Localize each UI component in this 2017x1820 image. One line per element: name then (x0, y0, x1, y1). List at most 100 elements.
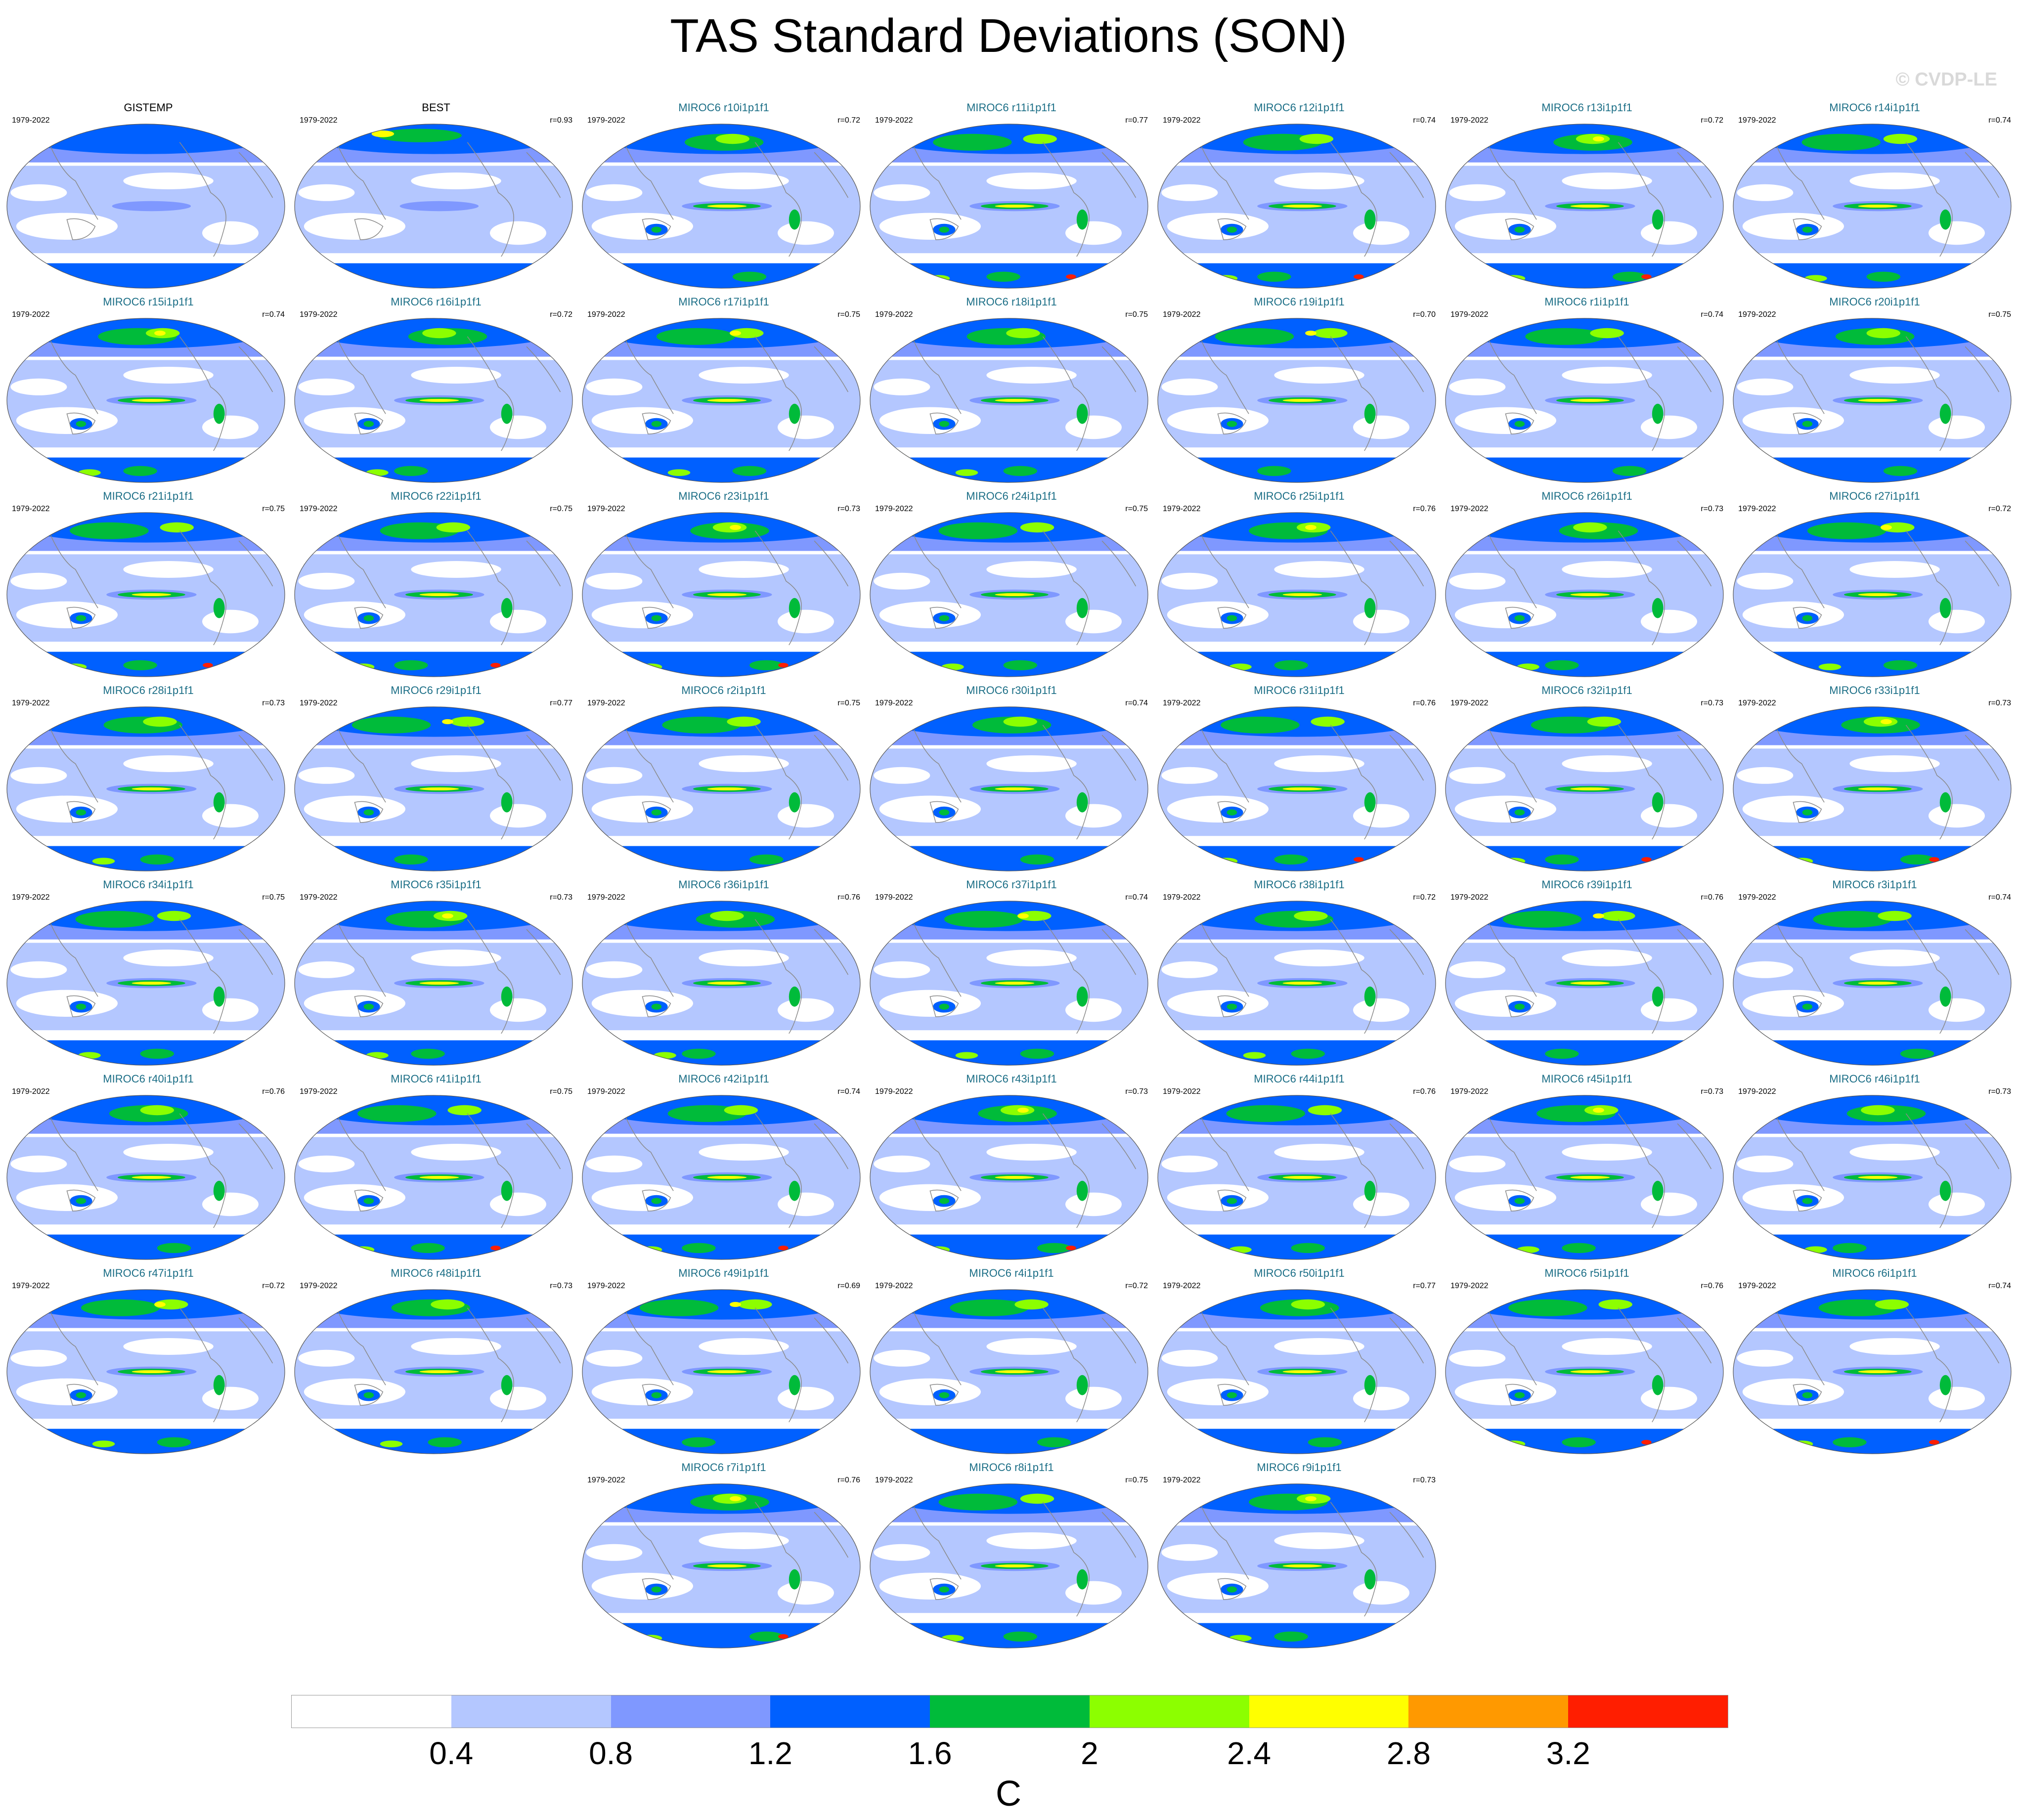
map-field (7, 1290, 285, 1454)
map-field (1158, 1484, 1436, 1648)
map-outline (1157, 1095, 1436, 1260)
panel-correlation: r=0.72 (837, 116, 860, 125)
panel-period: 1979-2022 (300, 893, 338, 902)
panel-correlation: r=0.75 (1125, 310, 1148, 319)
map-outline (1733, 901, 2012, 1066)
map-outline (6, 1289, 285, 1454)
panel-correlation: r=0.74 (262, 310, 285, 319)
map-panel: MIROC6 r23i1p1f1 1979-2022 r=0.73 (580, 490, 867, 683)
map-outline (1733, 706, 2012, 871)
panel-title: MIROC6 r37i1p1f1 (966, 878, 1057, 891)
panel-period: 1979-2022 (875, 699, 913, 707)
map-field (1158, 124, 1436, 288)
map-panel: MIROC6 r25i1p1f1 1979-2022 r=0.76 (1156, 490, 1443, 683)
panel-title: MIROC6 r46i1p1f1 (1829, 1073, 1920, 1085)
map-panel: MIROC6 r6i1p1f1 1979-2022 r=0.74 (1731, 1267, 2017, 1460)
panel-correlation: r=0.73 (1701, 505, 1723, 513)
panel-title: MIROC6 r23i1p1f1 (678, 490, 769, 502)
robinson-map (582, 1483, 861, 1648)
map-panel: MIROC6 r24i1p1f1 1979-2022 r=0.75 (868, 490, 1155, 683)
map-field (1158, 707, 1436, 871)
map-field (870, 318, 1148, 482)
panel-title: MIROC6 r18i1p1f1 (966, 296, 1057, 308)
panel-title: MIROC6 r6i1p1f1 (1832, 1267, 1917, 1279)
map-panel: MIROC6 r26i1p1f1 1979-2022 r=0.73 (1444, 490, 1730, 683)
panel-correlation: r=0.75 (837, 310, 860, 319)
map-field (1158, 1290, 1436, 1454)
panel-correlation: r=0.76 (837, 893, 860, 902)
robinson-map (582, 1289, 861, 1454)
panel-title: MIROC6 r21i1p1f1 (103, 490, 194, 502)
panel-title: MIROC6 r34i1p1f1 (103, 878, 194, 891)
map-field (1733, 513, 2011, 677)
map-field (1446, 1290, 1723, 1454)
panel-period: 1979-2022 (1163, 1476, 1201, 1484)
panel-title: MIROC6 r26i1p1f1 (1541, 490, 1632, 502)
robinson-map (1733, 901, 2012, 1066)
map-field (870, 1484, 1148, 1648)
map-panel: MIROC6 r41i1p1f1 1979-2022 r=0.75 (293, 1073, 579, 1265)
panel-correlation: r=0.74 (1125, 699, 1148, 707)
panel-period: 1979-2022 (300, 505, 338, 513)
panel-correlation: r=0.76 (1413, 699, 1436, 707)
robinson-map (870, 1483, 1148, 1648)
robinson-map (1445, 1289, 1724, 1454)
panel-correlation: r=0.75 (262, 893, 285, 902)
map-field (582, 318, 860, 482)
map-panel: MIROC6 r19i1p1f1 1979-2022 r=0.70 (1156, 296, 1443, 488)
map-field (1446, 901, 1723, 1065)
panel-period: 1979-2022 (1163, 1282, 1201, 1290)
map-panel: MIROC6 r39i1p1f1 1979-2022 r=0.76 (1444, 878, 1730, 1071)
panel-period: 1979-2022 (1738, 116, 1776, 125)
panel-period: 1979-2022 (300, 1087, 338, 1096)
robinson-map (870, 124, 1148, 289)
panel-title: MIROC6 r39i1p1f1 (1541, 878, 1632, 891)
panel-title: MIROC6 r33i1p1f1 (1829, 684, 1920, 696)
panel-period: 1979-2022 (12, 893, 50, 902)
map-field (582, 124, 860, 288)
panel-title: MIROC6 r14i1p1f1 (1829, 101, 1920, 114)
map-outline (582, 1289, 861, 1454)
map-outline (1157, 1289, 1436, 1454)
map-panel: MIROC6 r36i1p1f1 1979-2022 r=0.76 (580, 878, 867, 1071)
map-panel: MIROC6 r1i1p1f1 1979-2022 r=0.74 (1444, 296, 1730, 488)
colorbar-tick-label: 1.2 (748, 1735, 792, 1771)
panel-period: 1979-2022 (875, 505, 913, 513)
map-panel: MIROC6 r13i1p1f1 1979-2022 r=0.72 (1444, 101, 1730, 294)
map-panel: MIROC6 r22i1p1f1 1979-2022 r=0.75 (293, 490, 579, 683)
colorbar-tick-label: 2.4 (1227, 1735, 1272, 1771)
panel-period: 1979-2022 (12, 505, 50, 513)
map-outline (1445, 318, 1724, 483)
robinson-map (582, 124, 861, 289)
panel-title: MIROC6 r12i1p1f1 (1254, 101, 1345, 114)
panel-correlation: r=0.75 (1988, 310, 2011, 319)
panel-title: MIROC6 r4i1p1f1 (969, 1267, 1054, 1279)
map-field (1158, 1095, 1436, 1259)
map-panel: MIROC6 r9i1p1f1 1979-2022 r=0.73 (1156, 1461, 1443, 1654)
map-field (1158, 901, 1436, 1065)
panel-correlation: r=0.77 (550, 699, 572, 707)
panel-correlation: r=0.76 (1413, 505, 1436, 513)
panel-correlation: r=0.76 (1701, 1282, 1723, 1290)
map-panel: MIROC6 r15i1p1f1 1979-2022 r=0.74 (5, 296, 292, 488)
colorbar-tick-label: 1.6 (908, 1735, 952, 1771)
map-panel: MIROC6 r27i1p1f1 1979-2022 r=0.72 (1731, 490, 2017, 683)
map-panel-grid: GISTEMP 1979-2022 BEST 1979-2022 r=0.93 MIROC… (5, 101, 2017, 1654)
panel-correlation: r=0.73 (837, 505, 860, 513)
panel-period: 1979-2022 (875, 310, 913, 319)
colorbar-tick-labels: 0.4 0.8 1.2 1.6 2 2.4 2.8 3.2 (292, 1735, 1728, 1779)
map-outline (294, 1095, 573, 1260)
robinson-map (582, 901, 861, 1066)
panel-correlation: r=0.72 (1701, 116, 1723, 125)
map-outline (294, 512, 573, 677)
robinson-map (294, 318, 573, 483)
map-outline (870, 512, 1148, 677)
panel-period: 1979-2022 (587, 310, 625, 319)
panel-title: MIROC6 r35i1p1f1 (391, 878, 482, 891)
map-panel: MIROC6 r42i1p1f1 1979-2022 r=0.74 (580, 1073, 867, 1265)
panel-correlation: r=0.75 (1125, 505, 1148, 513)
colorbar-swatch (1568, 1695, 1728, 1728)
map-outline (1157, 1483, 1436, 1648)
panel-title: MIROC6 r31i1p1f1 (1254, 684, 1345, 696)
panel-period: 1979-2022 (300, 699, 338, 707)
